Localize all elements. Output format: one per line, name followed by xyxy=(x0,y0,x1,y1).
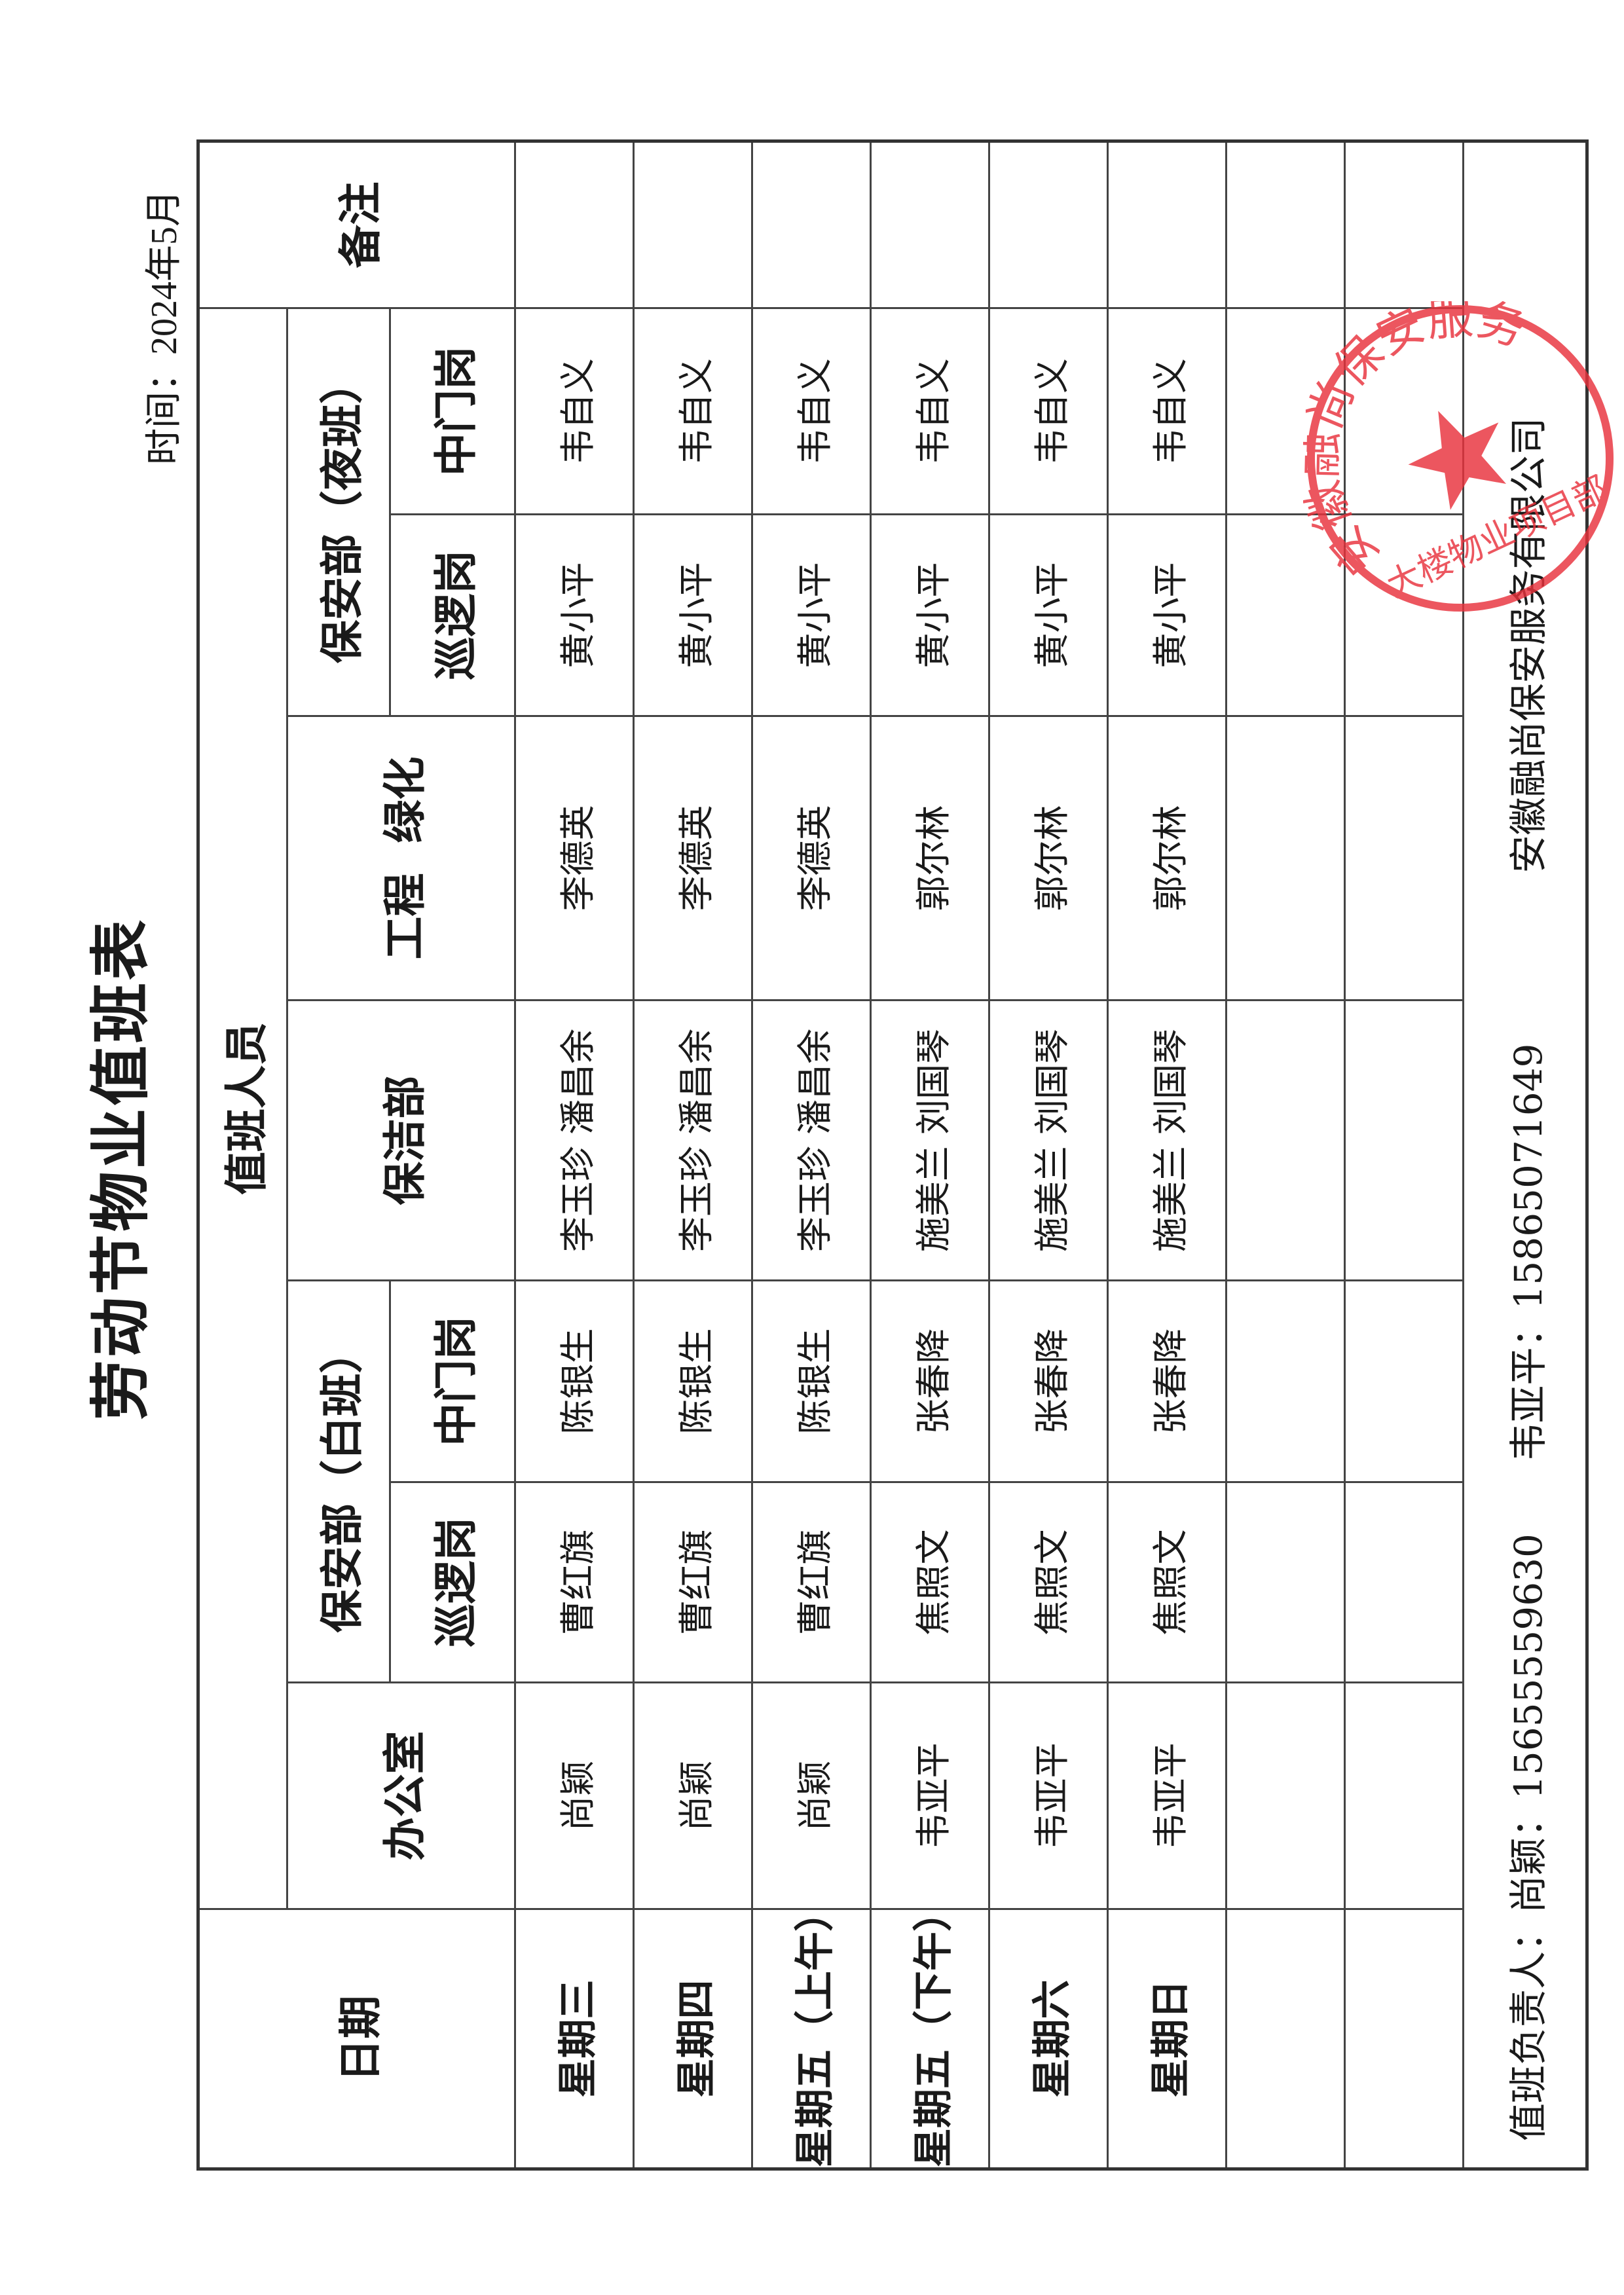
header-security-night: 保安部（夜班） xyxy=(287,308,390,716)
cell-remarks xyxy=(752,141,871,308)
cell-engineering: 郭尔林 xyxy=(870,716,989,1001)
cell-cleaning xyxy=(1344,1000,1464,1281)
cell-engineering xyxy=(1226,716,1345,1001)
cell-day-gate: 张春降 xyxy=(989,1280,1108,1482)
cell-date xyxy=(1226,1909,1345,2169)
cell-night-gate: 韦自义 xyxy=(989,308,1108,515)
header-night-patrol: 巡逻岗 xyxy=(390,514,515,716)
cell-day-gate: 陈银生 xyxy=(515,1280,634,1482)
cell-engineering: 李德英 xyxy=(515,716,634,1001)
cell-night-gate: 韦自义 xyxy=(870,308,989,515)
table-row: 星期四 尚颖 曹红旗 陈银生 李玉珍 潘昌余 李德英 黄小平 韦自义 xyxy=(633,141,752,2169)
cell-date: 星期六 xyxy=(989,1909,1108,2169)
cell-date xyxy=(1344,1909,1464,2169)
cell-office: 尚颖 xyxy=(633,1682,752,1909)
cell-night-patrol: 黄小平 xyxy=(752,514,871,716)
header-staff: 值班人员 xyxy=(198,308,287,1909)
cell-day-gate xyxy=(1344,1280,1464,1482)
cell-night-gate: 韦自义 xyxy=(633,308,752,515)
header-office: 办公室 xyxy=(287,1682,515,1909)
cell-office: 韦亚平 xyxy=(1107,1682,1227,1909)
cell-night-patrol: 黄小平 xyxy=(515,514,634,716)
cell-night-patrol: 黄小平 xyxy=(870,514,989,716)
cell-office xyxy=(1226,1682,1345,1909)
cell-remarks xyxy=(633,141,752,308)
cell-remarks xyxy=(1344,141,1464,308)
cell-date: 星期三 xyxy=(515,1909,634,2169)
seal-inner-text: 大楼物业项目部 xyxy=(1381,469,1614,605)
cell-cleaning: 施美兰 刘国琴 xyxy=(989,1000,1108,1281)
cell-cleaning: 施美兰 刘国琴 xyxy=(1107,1000,1227,1281)
header-night-gate: 中门岗 xyxy=(390,308,515,515)
cell-cleaning: 施美兰 刘国琴 xyxy=(870,1000,989,1281)
cell-day-gate: 张春降 xyxy=(870,1280,989,1482)
cell-day-patrol: 焦照文 xyxy=(989,1482,1108,1683)
table-row: 星期五（下午） 韦亚平 焦照文 张春降 施美兰 刘国琴 郭尔林 黄小平 韦自义 xyxy=(870,141,989,2169)
cell-office: 尚颖 xyxy=(515,1682,634,1909)
table-row: 星期三 尚颖 曹红旗 陈银生 李玉珍 潘昌余 李德英 黄小平 韦自义 xyxy=(515,141,634,2169)
cell-night-gate: 韦自义 xyxy=(515,308,634,515)
cell-night-gate: 韦自义 xyxy=(752,308,871,515)
table-row: 星期日 韦亚平 焦照文 张春降 施美兰 刘国琴 郭尔林 黄小平 韦自义 xyxy=(1107,141,1227,2169)
cell-cleaning: 李玉珍 潘昌余 xyxy=(515,1000,634,1281)
cell-engineering: 郭尔林 xyxy=(1107,716,1227,1001)
cell-office: 韦亚平 xyxy=(870,1682,989,1909)
header-date: 日期 xyxy=(198,1909,515,2169)
company-seal: 安徽融尚保安服务有限公司 大楼物业项目部 xyxy=(1303,301,1614,612)
cell-day-gate: 陈银生 xyxy=(752,1280,871,1482)
cell-remarks xyxy=(515,141,634,308)
cell-engineering: 李德英 xyxy=(752,716,871,1001)
footer-responsible: 值班负责人：尚颖：15655559630 韦亚平：15865071649 xyxy=(1505,1043,1551,2141)
cell-remarks xyxy=(989,141,1108,308)
header-day-patrol: 巡逻岗 xyxy=(390,1482,515,1683)
cell-date: 星期日 xyxy=(1107,1909,1227,2169)
cell-night-patrol: 黄小平 xyxy=(1107,514,1227,716)
table-row: 星期五（上午） 尚颖 曹红旗 陈银生 李玉珍 潘昌余 李德英 黄小平 韦自义 xyxy=(752,141,871,2169)
cell-remarks xyxy=(1107,141,1227,308)
cell-office: 尚颖 xyxy=(752,1682,871,1909)
seal-star-icon xyxy=(1408,411,1507,510)
page-title: 劳动节物业值班表 xyxy=(86,917,156,1421)
date-label: 时间：2024年5月 xyxy=(144,190,185,465)
cell-cleaning: 李玉珍 潘昌余 xyxy=(752,1000,871,1281)
cell-engineering: 郭尔林 xyxy=(989,716,1108,1001)
cell-date: 星期五（下午） xyxy=(870,1892,989,2169)
header-engineering: 工程 绿化 xyxy=(287,716,515,1001)
cell-office: 韦亚平 xyxy=(989,1682,1108,1909)
cell-night-patrol: 黄小平 xyxy=(989,514,1108,716)
cell-day-patrol xyxy=(1344,1482,1464,1683)
cell-day-patrol: 焦照文 xyxy=(870,1482,989,1683)
cell-day-patrol: 曹红旗 xyxy=(752,1482,871,1683)
cell-date: 星期五（上午） xyxy=(752,1892,871,2169)
cell-engineering xyxy=(1344,716,1464,1001)
header-security-day: 保安部（白班） xyxy=(287,1280,390,1683)
cell-day-gate xyxy=(1226,1280,1345,1482)
cell-day-gate: 陈银生 xyxy=(633,1280,752,1482)
cell-night-patrol: 黄小平 xyxy=(633,514,752,716)
cell-remarks xyxy=(1226,141,1345,308)
cell-cleaning xyxy=(1226,1000,1345,1281)
cell-date: 星期四 xyxy=(633,1909,752,2169)
cell-office xyxy=(1344,1682,1464,1909)
cell-night-gate: 韦自义 xyxy=(1107,308,1227,515)
cell-day-gate: 张春降 xyxy=(1107,1280,1227,1482)
cell-engineering: 李德英 xyxy=(633,716,752,1001)
header-day-gate: 中门岗 xyxy=(390,1280,515,1482)
header-remarks: 备注 xyxy=(198,141,515,308)
header-cleaning: 保洁部 xyxy=(287,1000,515,1281)
cell-day-patrol: 曹红旗 xyxy=(633,1482,752,1683)
cell-day-patrol: 焦照文 xyxy=(1107,1482,1227,1683)
cell-cleaning: 李玉珍 潘昌余 xyxy=(633,1000,752,1281)
table-row: 星期六 韦亚平 焦照文 张春降 施美兰 刘国琴 郭尔林 黄小平 韦自义 xyxy=(989,141,1108,2169)
cell-remarks xyxy=(870,141,989,308)
cell-day-patrol xyxy=(1226,1482,1345,1683)
cell-day-patrol: 曹红旗 xyxy=(515,1482,634,1683)
